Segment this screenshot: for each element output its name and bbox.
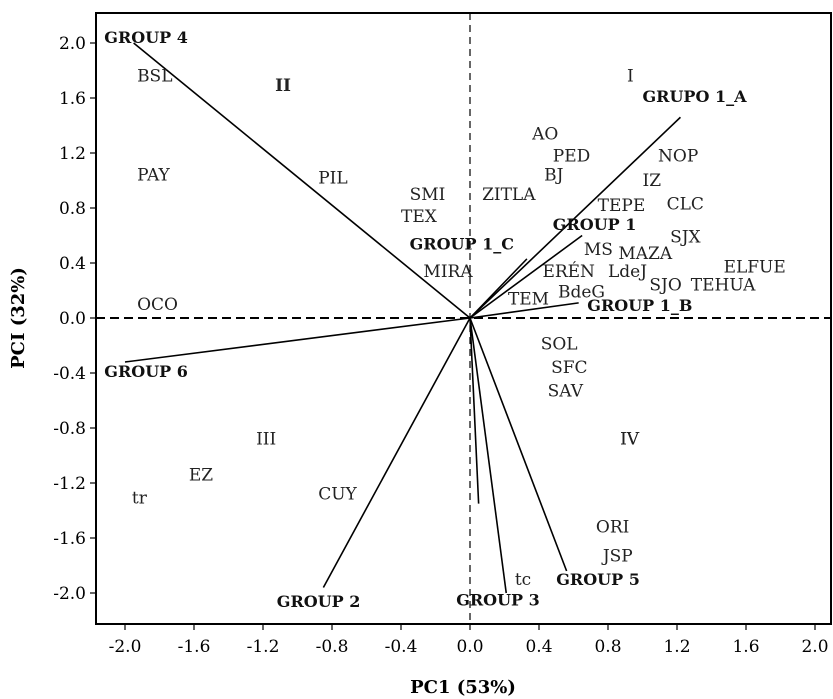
y-axis-ticks: 2.0 1.6 1.2 0.8 0.4 0.0 -0.4 -0.8 -1.2 -1.6 -2.0 xyxy=(53,34,96,604)
quadrant-label-iv: IV xyxy=(620,430,640,450)
point-tr: tr xyxy=(132,489,148,509)
group-label-group-1-c: GROUP 1_C xyxy=(410,234,514,253)
point-iv: IV xyxy=(620,430,640,450)
point-jsp: JSP xyxy=(601,546,633,566)
y-tick-label: -0.4 xyxy=(53,364,86,384)
x-tick-label: 0.0 xyxy=(456,637,483,657)
point-zitla: ZITLA xyxy=(482,185,536,205)
group-label-group-4: GROUP 4 xyxy=(104,28,188,47)
group-label-group-5: GROUP 5 xyxy=(556,570,640,589)
group-label-group-3: GROUP 3 xyxy=(456,590,540,609)
point-oco: OCO xyxy=(137,295,178,315)
point-ao: AO xyxy=(531,124,558,144)
group-label-group-1: GROUP 1 xyxy=(553,215,637,234)
point-er-n: ERÉN xyxy=(542,261,595,282)
y-tick-label: 0.0 xyxy=(59,309,86,329)
point-ldej: LdeJ xyxy=(608,262,647,282)
vector-v9 xyxy=(469,317,480,504)
point-ez: EZ xyxy=(189,465,213,485)
vector-group-3 xyxy=(469,317,508,594)
point-pil: PIL xyxy=(318,168,347,188)
point-sav: SAV xyxy=(548,381,584,401)
x-tick-label: -0.4 xyxy=(385,637,418,657)
point-sjo: SJO xyxy=(649,276,681,296)
x-tick-label: -2.0 xyxy=(109,637,142,657)
point-bj: BJ xyxy=(544,166,563,186)
y-tick-label: 0.8 xyxy=(59,199,86,219)
y-tick-label: 1.2 xyxy=(59,144,86,164)
group-label-grupo-1-a: GRUPO 1_A xyxy=(643,87,748,106)
vector-group-1-b xyxy=(469,302,579,319)
point-sol: SOL xyxy=(541,335,578,355)
y-tick-label: -2.0 xyxy=(53,584,86,604)
y-axis-title: PCI (32%) xyxy=(8,267,29,369)
point-cuy: CUY xyxy=(318,485,357,505)
point-elfue: ELFUE xyxy=(724,258,786,278)
point-tex: TEX xyxy=(401,207,438,227)
point-sfc: SFC xyxy=(551,358,587,378)
x-tick-label: 0.4 xyxy=(525,637,552,657)
vector-group-1 xyxy=(469,234,583,319)
y-tick-label: 2.0 xyxy=(59,34,86,54)
x-tick-label: -1.6 xyxy=(178,637,211,657)
quadrant-label-i: I xyxy=(627,67,634,87)
group-labels: GROUP 4 GRUPO 1_A GROUP 1 GROUP 1_C GROUP 1_… xyxy=(104,28,747,611)
x-axis-title: PC1 (53%) xyxy=(410,677,516,698)
x-tick-label: -0.8 xyxy=(316,637,349,657)
point-mira: MIRA xyxy=(423,262,473,282)
point-tepe: TEPE xyxy=(598,196,646,216)
point-clc: CLC xyxy=(667,194,704,214)
point-smi: SMI xyxy=(410,185,446,205)
point-maza: MAZA xyxy=(618,244,672,264)
point-nop: NOP xyxy=(658,146,698,166)
point-tem: TEM xyxy=(508,289,549,309)
group-label-group-2: GROUP 2 xyxy=(277,592,361,611)
vector-grupo-1-a xyxy=(469,116,682,319)
y-tick-label: -1.2 xyxy=(53,474,86,494)
quadrant-label-ii: II xyxy=(275,76,291,96)
point-tehua: TEHUA xyxy=(691,276,756,296)
vector-group-4 xyxy=(133,42,471,319)
quadrant-label-iii: III xyxy=(256,430,276,450)
x-tick-label: 2.0 xyxy=(801,637,828,657)
y-tick-label: -1.6 xyxy=(53,529,86,549)
vector-group-5 xyxy=(469,317,568,572)
point-tc: tc xyxy=(515,570,531,590)
y-tick-label: 1.6 xyxy=(59,89,86,109)
x-tick-label: 1.6 xyxy=(732,637,759,657)
point-ped: PED xyxy=(553,146,590,166)
group-label-group-6: GROUP 6 xyxy=(104,362,188,381)
group-label-group-1-b: GROUP 1_B xyxy=(587,296,692,315)
point-sjx: SJX xyxy=(670,227,701,247)
vector-group-1-c xyxy=(469,258,528,319)
point-pay: PAY xyxy=(137,166,170,186)
y-tick-label: 0.4 xyxy=(59,254,86,274)
vector-group-6 xyxy=(124,317,471,363)
point-ms: MS xyxy=(584,240,613,260)
point-bsl: BSL xyxy=(137,67,172,87)
y-tick-label: -0.8 xyxy=(53,419,86,439)
x-axis-ticks: -2.0 -1.6 -1.2 -0.8 -0.4 0.0 0.4 0.8 1.2 1.6 2.0 xyxy=(109,624,829,657)
x-tick-label: -1.2 xyxy=(247,637,280,657)
point-iz: IZ xyxy=(643,171,662,191)
point-bdeg: BdeG xyxy=(558,282,605,302)
x-tick-label: 0.8 xyxy=(594,637,621,657)
x-tick-label: 1.2 xyxy=(663,637,690,657)
vector-group-2 xyxy=(322,317,471,588)
point-ori: ORI xyxy=(596,518,629,538)
loading-vectors xyxy=(124,42,682,594)
